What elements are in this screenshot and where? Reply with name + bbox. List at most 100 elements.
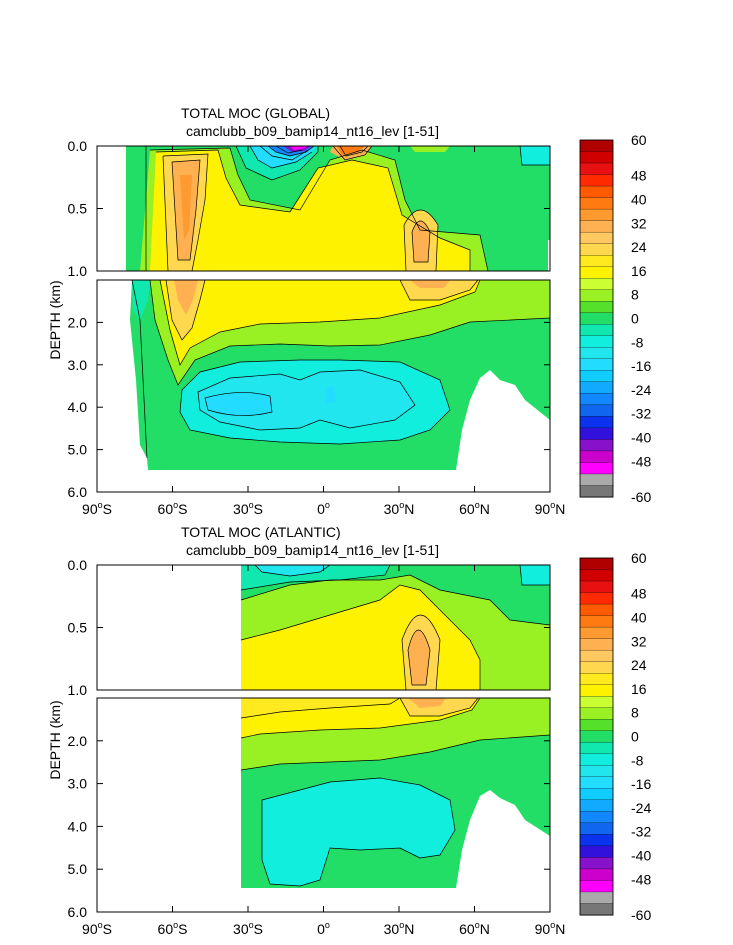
global-colorbar-label: -16: [631, 358, 651, 374]
global-colorbar-label: 60: [631, 132, 647, 148]
atlantic-colorbar-swatch: [579, 569, 614, 582]
global-y-tick-label: 0.0: [68, 138, 88, 154]
atlantic-y-tick-label: 1.0: [68, 682, 88, 698]
global-y-tick-label: 3.0: [68, 357, 88, 373]
atlantic-colorbar-swatch: [579, 696, 614, 709]
atlantic-colorbar-swatch: [579, 730, 614, 743]
global-colorbar-swatch: [579, 243, 614, 256]
global-colorbar-swatch: [579, 473, 614, 487]
global-colorbar-label: -60: [631, 489, 651, 505]
atlantic-colorbar-swatch: [579, 788, 614, 801]
global-axes: 90oS 60oS 30oS 0o 30oN 60oN 90oN 0.0 0.5 1.0 2.0 3.…: [68, 138, 566, 517]
atlantic-y-tick-label: 0.5: [68, 620, 88, 636]
atlantic-colorbar-swatch: [579, 673, 614, 686]
global-colorbar-swatch: [579, 278, 614, 291]
atlantic-colorbar-label: -32: [631, 824, 651, 840]
global-y-tick-label: 4.0: [68, 399, 88, 415]
global-x-tick-label: 0o: [317, 500, 330, 517]
global-colorbar-swatch: [579, 381, 614, 394]
atlantic-colorbar-swatch: [579, 811, 614, 824]
global-colorbar-label: -24: [631, 382, 651, 398]
atlantic-y-axis-label: DEPTH (km): [47, 700, 63, 779]
atlantic-colorbar-label: -16: [631, 776, 651, 792]
atlantic-colorbar-label: 40: [631, 610, 647, 626]
global-y-tick-label: 2.0: [68, 314, 88, 330]
atlantic-colorbar-label: -8: [631, 752, 644, 768]
atlantic-colorbar-frame: [579, 557, 614, 916]
global-colorbar-swatch: [579, 185, 614, 199]
global-colorbar-swatch: [579, 347, 614, 360]
atlantic-colorbar-swatch: [579, 868, 614, 882]
global-moc-chart: TOTAL MOC (GLOBAL) camclubb_b09_bamip14_…: [47, 105, 565, 517]
global-colorbar-label: 48: [631, 168, 647, 184]
global-colorbar-swatch: [579, 301, 614, 314]
atlantic-lower-panel-field: [241, 698, 550, 910]
global-colorbar-label: -8: [631, 334, 644, 350]
atlantic-chart-subtitle: camclubb_b09_bamip14_nt16_lev [1-51]: [186, 542, 439, 558]
global-colorbar-swatch: [579, 427, 614, 440]
atlantic-y-tick-label: 2.0: [68, 733, 88, 749]
global-colorbar-swatch: [579, 335, 614, 348]
global-colorbar-swatch: [579, 197, 614, 210]
global-chart-title: TOTAL MOC (GLOBAL): [181, 105, 330, 121]
atlantic-colorbar-swatch: [579, 765, 614, 778]
global-colorbar-swatch: [579, 358, 614, 371]
atlantic-x-tick-label: 30oN: [384, 920, 415, 937]
atlantic-colorbar-label: -24: [631, 800, 651, 816]
atlantic-colorbar: 60 48 40 32 24 16 8 0 -8 -16 -24 -32 -40 -48 -60: [579, 550, 651, 923]
atlantic-colorbar-label: 0: [631, 729, 639, 745]
atlantic-colorbar-swatch: [579, 719, 614, 732]
atlantic-colorbar-label: -48: [631, 871, 651, 887]
global-x-tick-label: 60oN: [459, 500, 490, 517]
global-colorbar-label: -48: [631, 453, 651, 469]
atlantic-colorbar-swatch: [579, 845, 614, 858]
atlantic-colorbar-swatch: [579, 753, 614, 766]
global-y-tick-label: 1.0: [68, 263, 88, 279]
atlantic-x-tick-label: 60oS: [158, 920, 188, 937]
atlantic-colorbar-swatch: [579, 776, 614, 789]
global-lower-panel-field: [130, 280, 550, 470]
atlantic-colorbar-label: 8: [631, 705, 639, 721]
global-contours: [131, 146, 550, 459]
atlantic-x-tick-label: 90oS: [82, 920, 112, 937]
global-colorbar-swatch: [579, 174, 614, 187]
global-x-tick-label: 90oN: [535, 500, 566, 517]
global-colorbar-label: -40: [631, 430, 651, 446]
global-colorbar-swatch: [579, 450, 614, 464]
atlantic-y-tick-label: 6.0: [68, 904, 88, 920]
atlantic-colorbar-swatch: [579, 707, 614, 720]
atlantic-colorbar-label: 60: [631, 550, 647, 566]
atlantic-colorbar-swatch: [579, 880, 614, 893]
atlantic-colorbar-swatch: [579, 580, 614, 594]
atlantic-x-tick-label: 0o: [317, 920, 330, 937]
atlantic-colorbar-swatch: [579, 742, 614, 755]
global-colorbar-swatch: [579, 289, 614, 302]
global-colorbar-swatch: [579, 416, 614, 429]
global-chart-subtitle: camclubb_b09_bamip14_nt16_lev [1-51]: [186, 123, 439, 139]
global-y-tick-label: 0.5: [68, 201, 88, 217]
global-colorbar-swatch: [579, 266, 614, 279]
global-x-tick-label: 30oS: [233, 500, 263, 517]
atlantic-colorbar-label: -60: [631, 907, 651, 923]
atlantic-colorbar-label: 24: [631, 657, 647, 673]
global-x-tick-label: 30oN: [384, 500, 415, 517]
global-colorbar-swatch: [579, 393, 614, 406]
atlantic-moc-chart: TOTAL MOC (ATLANTIC) camclubb_b09_bamip1…: [47, 524, 565, 937]
atlantic-colorbar-swatch: [579, 903, 614, 916]
atlantic-colorbar-label: 48: [631, 586, 647, 602]
global-colorbar-swatch: [579, 162, 614, 176]
atlantic-axes: 90oS 60oS 30oS 0o 30oN 60oN 90oN 0.0 0.5 1.0 2.0 3.…: [68, 557, 566, 937]
atlantic-x-tick-label: 30oS: [233, 920, 263, 937]
global-y-tick-label: 6.0: [68, 484, 88, 500]
atlantic-x-tick-label: 90oN: [535, 920, 566, 937]
global-y-axis-label: DEPTH (km): [47, 280, 63, 359]
atlantic-colorbar-swatch: [579, 592, 614, 605]
global-colorbar-swatch: [579, 255, 614, 268]
atlantic-colorbar-swatch: [579, 615, 614, 628]
atlantic-colorbar-swatch: [579, 834, 614, 847]
global-colorbar-swatch: [579, 485, 614, 498]
atlantic-colorbar-swatch: [579, 799, 614, 812]
global-colorbar-label: 40: [631, 192, 647, 208]
global-colorbar-swatch: [579, 439, 614, 452]
